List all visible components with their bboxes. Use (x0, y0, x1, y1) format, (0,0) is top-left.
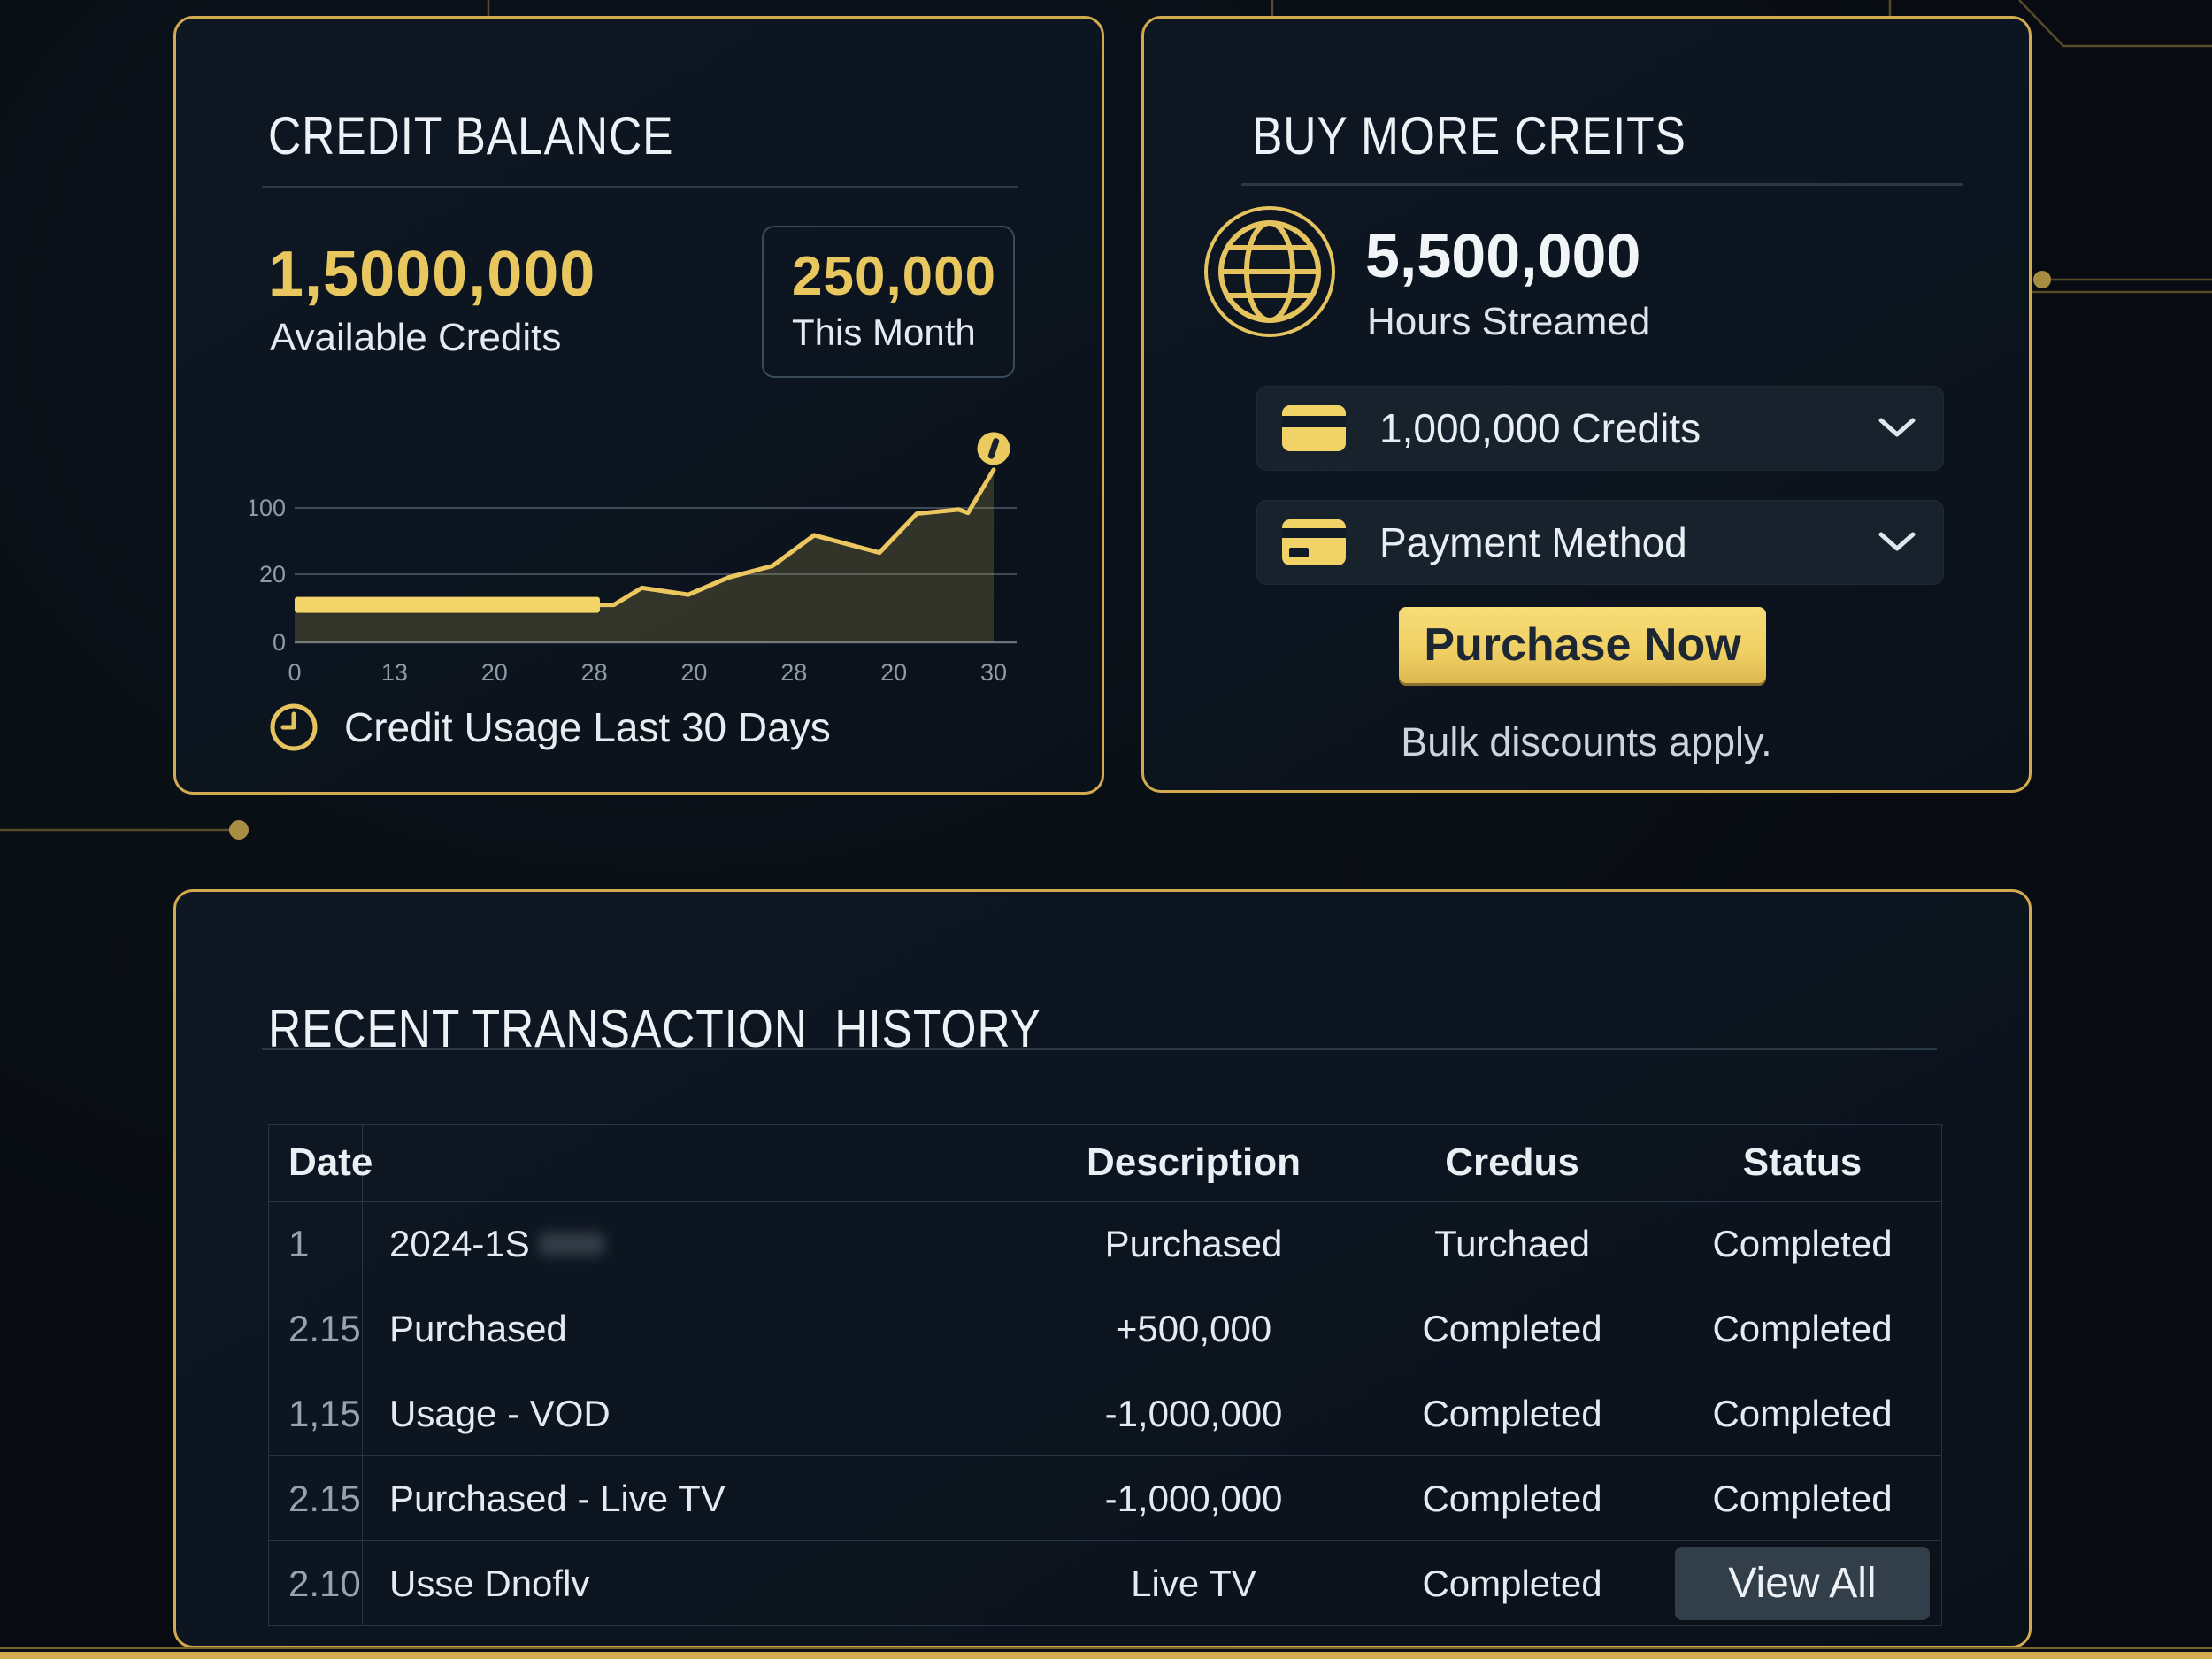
cell-credus: Turchaed (1434, 1222, 1590, 1264)
title-divider (262, 1048, 1937, 1050)
cell-date: 2.10 (269, 1541, 363, 1625)
transactions-table: Date Description Credus Status 1 2024-1S… (268, 1124, 1942, 1626)
cell-description: Purchased (389, 1307, 567, 1349)
buy-more-credits-title: BUY MORE CREITS (1252, 105, 1686, 165)
view-all-button[interactable]: View All (1675, 1546, 1930, 1621)
cell-value: +500,000 (1115, 1307, 1272, 1349)
credit-usage-chart: 0 20 100 0 13 20 28 20 28 20 30 (250, 432, 1017, 686)
chevron-down-icon (1878, 532, 1916, 551)
globe-icon (1204, 206, 1335, 337)
cell-status: Completed (1712, 1307, 1893, 1349)
cell-credus: Completed (1422, 1562, 1602, 1604)
cell-description: 2024-1S (363, 1202, 1030, 1286)
svg-text:100: 100 (250, 495, 286, 521)
this-month-box: 250,000 This Month (762, 226, 1015, 378)
this-month-label: This Month (792, 311, 976, 353)
cell-description: Purchased - Live TV (389, 1477, 726, 1519)
bulk-discounts-note: Bulk discounts apply. (1401, 719, 1772, 764)
svg-text:0: 0 (288, 659, 301, 686)
credit-card-icon (1282, 519, 1346, 565)
svg-text:13: 13 (381, 659, 408, 686)
cell-credus: Completed (1422, 1307, 1602, 1349)
svg-text:20: 20 (880, 659, 907, 686)
cell-credus: Completed (1422, 1477, 1602, 1519)
table-row: 2.15 Purchased - Live TV -1,000,000 Comp… (269, 1455, 1941, 1540)
bottom-edge-line (0, 1652, 2212, 1659)
cell-status: View All (1667, 1541, 1938, 1625)
blurred-text-smudge (538, 1232, 604, 1256)
chevron-down-icon (1878, 418, 1916, 437)
svg-text:0: 0 (273, 629, 286, 656)
credits-select-value: 1,000,000 Credits (1379, 405, 1701, 451)
available-credits-label: Available Credits (270, 316, 562, 359)
cell-status: Completed (1712, 1392, 1893, 1434)
svg-text:28: 28 (780, 659, 807, 686)
title-divider (262, 186, 1018, 188)
cell-date: 2.15 (269, 1456, 363, 1540)
recent-transactions-card: RECENT TRANSACTION HISTORY Date Descript… (173, 889, 2032, 1648)
table-row: 1,15 Usage - VOD -1,000,000 Completed Co… (269, 1371, 1941, 1455)
table-row: 1 2024-1S Purchased Turchaed Completed (269, 1201, 1941, 1286)
cell-status: Completed (1712, 1477, 1893, 1519)
svg-text:30: 30 (980, 659, 1007, 686)
svg-text:28: 28 (581, 659, 608, 686)
chart-caption: Credit Usage Last 30 Days (268, 702, 831, 753)
cell-description: Usse Dnoflv (389, 1562, 590, 1604)
cell-value: Purchased (1104, 1222, 1283, 1264)
column-header-status: Status (1742, 1141, 1863, 1184)
column-header-credus: Credus (1445, 1141, 1579, 1184)
cell-description: Usage - VOD (389, 1392, 611, 1434)
credits-amount-select[interactable]: 1,000,000 Credits (1256, 386, 1944, 471)
buy-more-credits-card: BUY MORE CREITS 5,500,000 Hours Streamed… (1141, 16, 2032, 793)
credit-card-icon (1282, 405, 1346, 451)
credit-balance-card: CREDIT BALANCE 1,5000,000 Available Cred… (173, 16, 1104, 795)
svg-text:20: 20 (680, 659, 707, 686)
svg-text:20: 20 (259, 561, 286, 588)
hours-streamed-value: 5,500,000 (1365, 221, 1641, 290)
table-header-row: Date Description Credus Status (269, 1125, 1941, 1201)
this-month-value: 250,000 (792, 246, 997, 307)
purchase-now-button[interactable]: Purchase Now (1399, 607, 1766, 683)
table-row: 2.10 Usse Dnoflv Live TV Completed View … (269, 1540, 1941, 1625)
cell-value: -1,000,000 (1104, 1392, 1283, 1434)
cell-value: Live TV (1131, 1562, 1256, 1604)
payment-select-value: Payment Method (1379, 519, 1687, 565)
title-divider (1241, 183, 1963, 186)
payment-method-select[interactable]: Payment Method (1256, 500, 1944, 585)
column-header-blank (363, 1125, 1030, 1201)
clock-icon (270, 703, 318, 751)
hours-streamed-label: Hours Streamed (1367, 300, 1651, 343)
column-header-description: Description (1086, 1141, 1302, 1184)
table-row: 2.15 Purchased +500,000 Completed Comple… (269, 1286, 1941, 1371)
cell-value: -1,000,000 (1104, 1477, 1283, 1519)
cell-date: 1,15 (269, 1371, 363, 1455)
cell-credus: Completed (1422, 1392, 1602, 1434)
available-credits-value: 1,5000,000 (268, 239, 596, 310)
credit-balance-title: CREDIT BALANCE (268, 105, 674, 165)
cell-status: Completed (1712, 1222, 1893, 1264)
cell-date: 1 (269, 1202, 363, 1286)
svg-text:20: 20 (481, 659, 508, 686)
column-header-date: Date (269, 1125, 373, 1201)
chart-caption-label: Credit Usage Last 30 Days (344, 704, 831, 750)
cell-date: 2.15 (269, 1286, 363, 1371)
